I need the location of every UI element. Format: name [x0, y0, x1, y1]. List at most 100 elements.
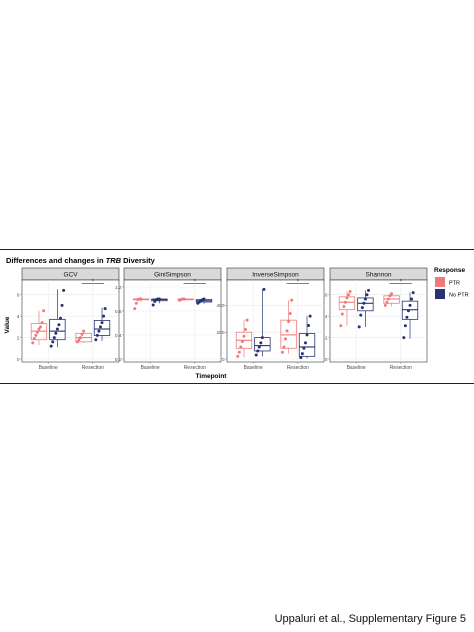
data-point-ptr	[236, 354, 240, 358]
data-point-no-ptr	[259, 341, 263, 345]
data-point-ptr	[388, 294, 392, 298]
data-point-ptr	[80, 332, 84, 336]
y-tick-label-gcv: 0	[17, 357, 20, 363]
data-point-ptr	[182, 297, 186, 301]
data-point-no-ptr	[54, 331, 58, 335]
significance-label-inversesimpson: *	[297, 279, 300, 285]
x-tick-label-inversesimpson: Resection	[287, 365, 309, 371]
data-point-no-ptr	[362, 301, 366, 305]
y-tick-label-gcv: 6	[17, 293, 20, 299]
data-point-no-ptr	[62, 288, 66, 292]
data-point-no-ptr	[103, 307, 107, 311]
data-point-ptr	[240, 340, 244, 344]
significance-label-shannon: *	[400, 279, 403, 285]
x-tick-label-gcv: Resection	[82, 365, 104, 371]
data-point-no-ptr	[52, 336, 56, 340]
facet-strip-label-ginisimpson: GiniSimpson	[154, 272, 191, 279]
x-axis-label: Timepoint	[196, 373, 228, 380]
data-point-ptr	[237, 350, 241, 354]
data-point-ptr	[345, 296, 349, 300]
data-point-no-ptr	[308, 314, 312, 318]
data-point-ptr	[82, 329, 86, 333]
significance-label-gcv: *	[92, 279, 95, 285]
y-tick-label-shannon: 4	[325, 314, 328, 320]
data-point-ptr	[290, 298, 294, 302]
data-point-no-ptr	[411, 291, 415, 295]
data-point-no-ptr	[100, 321, 104, 325]
data-point-ptr	[77, 338, 81, 342]
data-point-no-ptr	[363, 297, 367, 301]
data-point-no-ptr	[98, 325, 102, 329]
data-point-no-ptr	[256, 349, 260, 353]
legend-title: Response	[434, 267, 465, 274]
y-axis-label: Value	[4, 316, 11, 333]
facet-gcv: GCV 0 2 4 6 Baseline Resection *	[17, 267, 120, 371]
x-tick-label-inversesimpson: Baseline	[244, 365, 263, 371]
data-point-no-ptr	[257, 345, 261, 349]
legend-label-no-ptr: No PTR	[449, 293, 469, 299]
data-point-ptr	[340, 312, 344, 316]
y-tick-label-ginisimpson: 0.4	[115, 333, 122, 339]
data-point-ptr	[78, 336, 82, 340]
legend: Response PTR No PTR	[434, 267, 469, 299]
facet-panel-inversesimpson	[226, 279, 325, 363]
data-point-ptr	[34, 333, 38, 337]
data-point-ptr	[287, 320, 291, 323]
data-point-ptr	[342, 305, 346, 308]
facet-panel-shannon	[329, 279, 428, 363]
data-point-no-ptr	[51, 340, 55, 344]
data-point-ptr	[282, 345, 286, 349]
data-point-ptr	[280, 350, 284, 354]
y-tick-label-shannon: 6	[325, 293, 328, 299]
data-point-ptr	[343, 300, 347, 304]
data-point-ptr	[31, 341, 35, 345]
data-point-no-ptr	[402, 336, 406, 340]
figure-title-italic: TRB	[106, 256, 122, 265]
data-point-no-ptr	[202, 297, 206, 301]
figure-panel: Differences and changes in TRB Diversity…	[0, 249, 474, 384]
data-point-ptr	[383, 303, 387, 307]
data-point-no-ptr	[60, 303, 64, 307]
data-point-no-ptr	[408, 303, 412, 307]
box-no-ptr	[49, 318, 66, 341]
data-point-no-ptr	[357, 325, 361, 329]
data-point-no-ptr	[403, 324, 407, 328]
data-point-ptr	[40, 321, 44, 325]
data-point-no-ptr	[300, 352, 304, 356]
data-point-ptr	[385, 300, 389, 304]
box-no-ptr	[93, 320, 111, 336]
data-point-ptr	[285, 329, 289, 333]
data-point-ptr	[239, 345, 243, 349]
figure-caption: Uppaluri et al., Supplementary Figure 5	[274, 613, 466, 625]
data-point-no-ptr	[102, 314, 106, 318]
y-tick-label-gcv: 4	[17, 314, 20, 320]
facet-strip-label-shannon: Shannon	[365, 272, 391, 279]
data-point-ptr	[288, 311, 292, 315]
data-point-ptr	[75, 340, 79, 344]
x-tick-label-shannon: Resection	[390, 365, 412, 371]
data-point-no-ptr	[405, 315, 409, 319]
data-point-no-ptr	[97, 329, 101, 333]
legend-key-ptr	[435, 277, 445, 287]
facet-panel-gcv	[21, 279, 120, 363]
data-point-no-ptr	[95, 333, 99, 337]
data-point-no-ptr	[254, 353, 258, 357]
data-point-no-ptr	[410, 297, 414, 301]
data-point-ptr	[39, 325, 43, 329]
data-point-no-ptr	[94, 338, 98, 342]
y-tick-label-inversesimpson: 200	[216, 330, 224, 336]
figure-title-suffix: Diversity	[121, 256, 156, 265]
y-tick-label-inversesimpson: 400	[216, 303, 224, 309]
data-point-no-ptr	[406, 309, 410, 313]
data-point-no-ptr	[360, 306, 364, 310]
facet-shannon: Shannon 0 2 4 6 Baseline Resection *	[325, 267, 428, 371]
figure-title-prefix: Differences and changes in	[6, 256, 106, 265]
data-point-no-ptr	[299, 356, 303, 360]
figure-title: Differences and changes in TRB Diversity	[6, 256, 156, 265]
data-point-ptr	[139, 297, 143, 301]
data-point-no-ptr	[303, 341, 307, 345]
data-point-ptr	[348, 290, 352, 293]
data-point-ptr	[42, 309, 46, 313]
data-point-no-ptr	[57, 323, 61, 327]
